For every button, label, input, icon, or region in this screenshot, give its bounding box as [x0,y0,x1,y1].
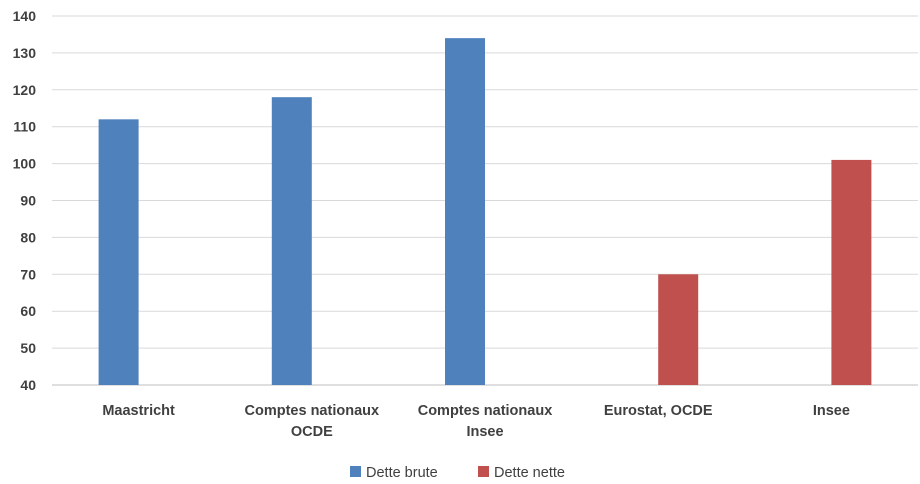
bar [658,274,699,385]
bar [271,97,312,386]
x-tick-label: Maastricht [102,403,175,419]
x-tick-label: Comptes nationaux Insee [418,403,553,440]
legend: Dette brute Dette nette [350,465,565,481]
y-tick-label: 50 [20,340,36,356]
legend-swatch [478,466,489,477]
y-tick-label: 70 [20,266,36,282]
bar [98,119,139,385]
y-tick-label: 110 [13,119,36,135]
legend-label: Dette nette [494,465,565,481]
x-tick-label: Comptes nationaux OCDE [245,403,380,440]
y-tick-label: 130 [13,45,37,61]
bars [98,38,872,386]
y-tick-label: 80 [20,229,36,245]
x-tick-label: Eurostat, OCDE [604,403,713,419]
y-tick-label: 60 [20,303,36,319]
y-tick-label: 100 [13,156,37,172]
x-tick-label: Insee [813,403,850,419]
y-tick-label: 90 [20,193,36,209]
legend-swatch [350,466,361,477]
y-tick-label: 140 [13,8,37,24]
y-tick-label: 40 [20,377,36,393]
y-tick-label: 120 [13,82,37,98]
y-axis: 40 50 60 70 80 90 100 110 120 130 140 [13,8,37,393]
legend-label: Dette brute [366,465,438,481]
bar [445,38,485,385]
bar [831,159,872,385]
x-axis: Maastricht Comptes nationaux OCDE Comptes n… [102,403,850,440]
